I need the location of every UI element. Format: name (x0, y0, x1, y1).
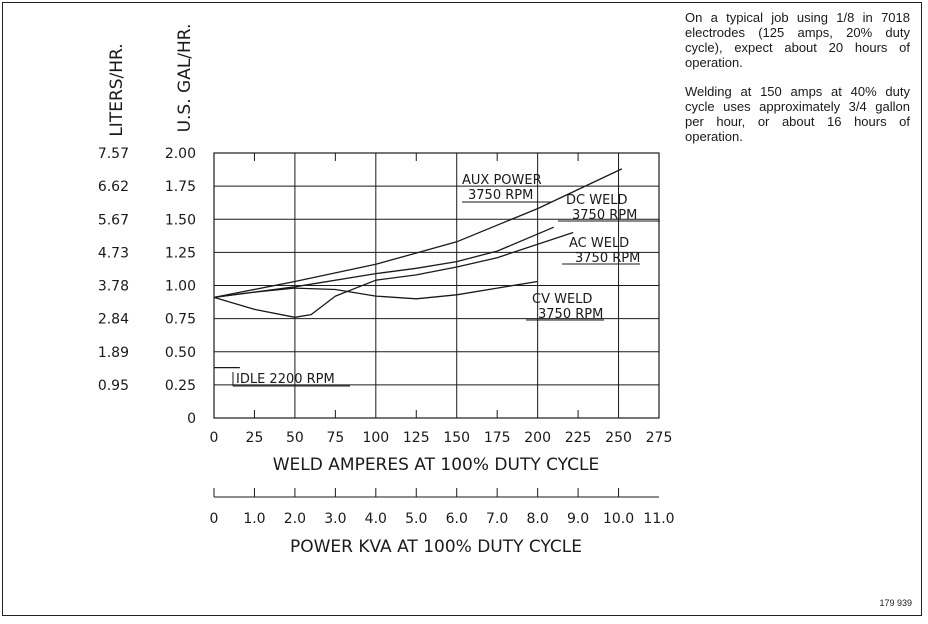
y-tick-label-liters: 5.67 (98, 212, 129, 228)
y-axis-label-gallons: U.S. GAL/HR. (175, 24, 195, 133)
x-tick-label: 250 (605, 430, 632, 446)
note-welding-150-amps: Welding at 150 amps at 40% duty cycle us… (685, 84, 910, 144)
kva-tick-label: 8.0 (527, 511, 549, 527)
y-tick-label-gallons: 1.25 (165, 245, 196, 261)
series-line-aux-power (213, 168, 623, 299)
x-tick-label: 175 (484, 430, 511, 446)
y-tick-label-gallons: 0 (187, 411, 196, 427)
x-tick-label: 50 (286, 430, 304, 446)
series-label-cv-weld-name: CV WELD (532, 292, 592, 307)
y-tick-label-liters: 6.62 (98, 179, 129, 195)
figure-frame (2, 2, 922, 616)
x-tick-label: 275 (646, 430, 673, 446)
kva-tick-label: 10.0 (603, 511, 634, 527)
y-tick-label-gallons: 1.50 (165, 212, 196, 228)
y-tick-label-gallons: 2.00 (165, 146, 196, 162)
kva-tick-label: 1.0 (243, 511, 265, 527)
y-tick-label-gallons: 0.50 (165, 345, 196, 361)
kva-tick-label: 3.0 (324, 511, 346, 527)
y-tick-label-gallons: 0.75 (165, 312, 196, 328)
x-tick-label: 225 (565, 430, 592, 446)
y-tick-label-gallons: 1.00 (165, 279, 196, 295)
y-tick-label-liters: 1.89 (98, 345, 129, 361)
x-tick-label: 150 (443, 430, 470, 446)
series-line-cv-weld (213, 280, 538, 300)
x-axis-label-amperes: WELD AMPERES AT 100% DUTY CYCLE (273, 455, 599, 475)
figure-id: 179 939 (879, 598, 912, 608)
kva-tick-label: 4.0 (365, 511, 387, 527)
y-tick-label-liters: 0.95 (98, 378, 129, 394)
x-tick-label: 0 (210, 430, 219, 446)
plot-border (213, 152, 660, 419)
series-label-ac-weld-rpm: 3750 RPM (575, 251, 640, 266)
chart-grid (213, 152, 660, 419)
series-line-ac-weld (213, 231, 574, 318)
kva-tick-label: 2.0 (284, 511, 306, 527)
y-tick-label-liters: 2.84 (98, 312, 129, 328)
y-tick-label-liters: 7.57 (98, 146, 129, 162)
series-label-dc-weld-rpm: 3750 RPM (572, 208, 637, 223)
y-axis-label-liters: LITERS/HR. (107, 43, 127, 136)
kva-axis: 0 1.0 2.0 3.0 4.0 5.0 6.0 7.0 8.0 9.0 10.0 11.0 (210, 488, 675, 527)
chart-ticks: 0 25 50 75 100 125 150 175 200 225 250 275 0 0.25 0.50… (98, 146, 673, 446)
y-tick-label-liters: 3.78 (98, 279, 129, 295)
y-tick-label-gallons: 1.75 (165, 179, 196, 195)
kva-tick-label: 0 (210, 511, 219, 527)
y-tick-label-liters: 4.73 (98, 245, 129, 261)
series-label-aux-power-rpm: 3750 RPM (468, 188, 533, 203)
kva-tick-label: 6.0 (446, 511, 468, 527)
x-axis-label-kva: POWER KVA AT 100% DUTY CYCLE (290, 537, 582, 557)
kva-tick-label: 7.0 (486, 511, 508, 527)
kva-tick-label: 11.0 (643, 511, 674, 527)
x-tick-label: 100 (362, 430, 389, 446)
x-tick-label: 125 (403, 430, 430, 446)
series-label-aux-power-name: AUX POWER (462, 173, 542, 188)
x-tick-label: 25 (246, 430, 264, 446)
series-label-ac-weld-name: AC WELD (569, 236, 629, 251)
series-label-dc-weld-name: DC WELD (566, 193, 628, 208)
kva-tick-label: 9.0 (567, 511, 589, 527)
series-label-cv-weld-rpm: 3750 RPM (538, 307, 603, 322)
x-tick-label: 200 (524, 430, 551, 446)
y-tick-label-gallons: 0.25 (165, 378, 196, 394)
kva-tick-label: 5.0 (405, 511, 427, 527)
idle-label: IDLE 2200 RPM (236, 372, 335, 387)
note-typical-job: On a typical job using 1/8 in 7018 elect… (685, 10, 910, 70)
series-line-dc-weld (213, 226, 555, 299)
x-tick-label: 75 (326, 430, 344, 446)
